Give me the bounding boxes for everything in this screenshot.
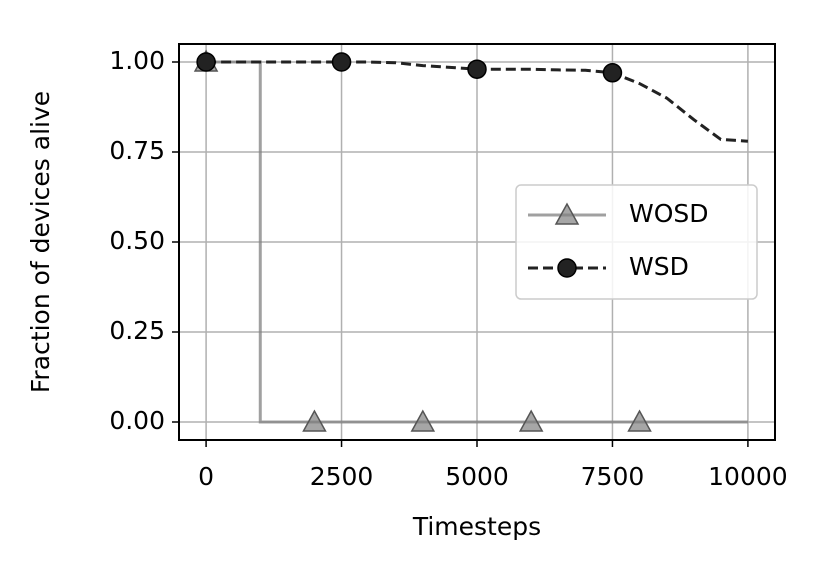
- y-tick-label: 0.25: [109, 316, 165, 345]
- marker: [410, 409, 436, 432]
- y-tick-label: 0.00: [109, 406, 165, 435]
- x-tick-label: 7500: [581, 462, 645, 491]
- marker: [602, 63, 623, 83]
- legend-marker: [554, 202, 580, 225]
- y-axis-label: Fraction of devices alive: [26, 91, 55, 393]
- marker: [302, 409, 327, 432]
- marker: [518, 409, 544, 432]
- x-axis-label: Timesteps: [412, 512, 541, 541]
- y-tick-label: 0.50: [109, 226, 165, 255]
- marker: [196, 52, 216, 72]
- legend-label: WOSD: [629, 199, 709, 228]
- marker: [467, 59, 487, 79]
- marker: [331, 52, 352, 72]
- y-tick-label: 0.75: [109, 136, 165, 165]
- plot-frame: [178, 43, 776, 441]
- series-line: [206, 60, 748, 424]
- legend: WOSD WSD: [515, 184, 758, 300]
- marker: [627, 409, 652, 432]
- x-tick-label: 10000: [708, 462, 788, 491]
- y-tick-label: 1.00: [109, 46, 165, 75]
- legend-marker: [557, 258, 577, 278]
- x-tick-label: 0: [198, 462, 214, 491]
- x-tick-label: 5000: [445, 462, 509, 491]
- legend-label: WSD: [629, 252, 689, 281]
- x-tick-label: 2500: [310, 462, 374, 491]
